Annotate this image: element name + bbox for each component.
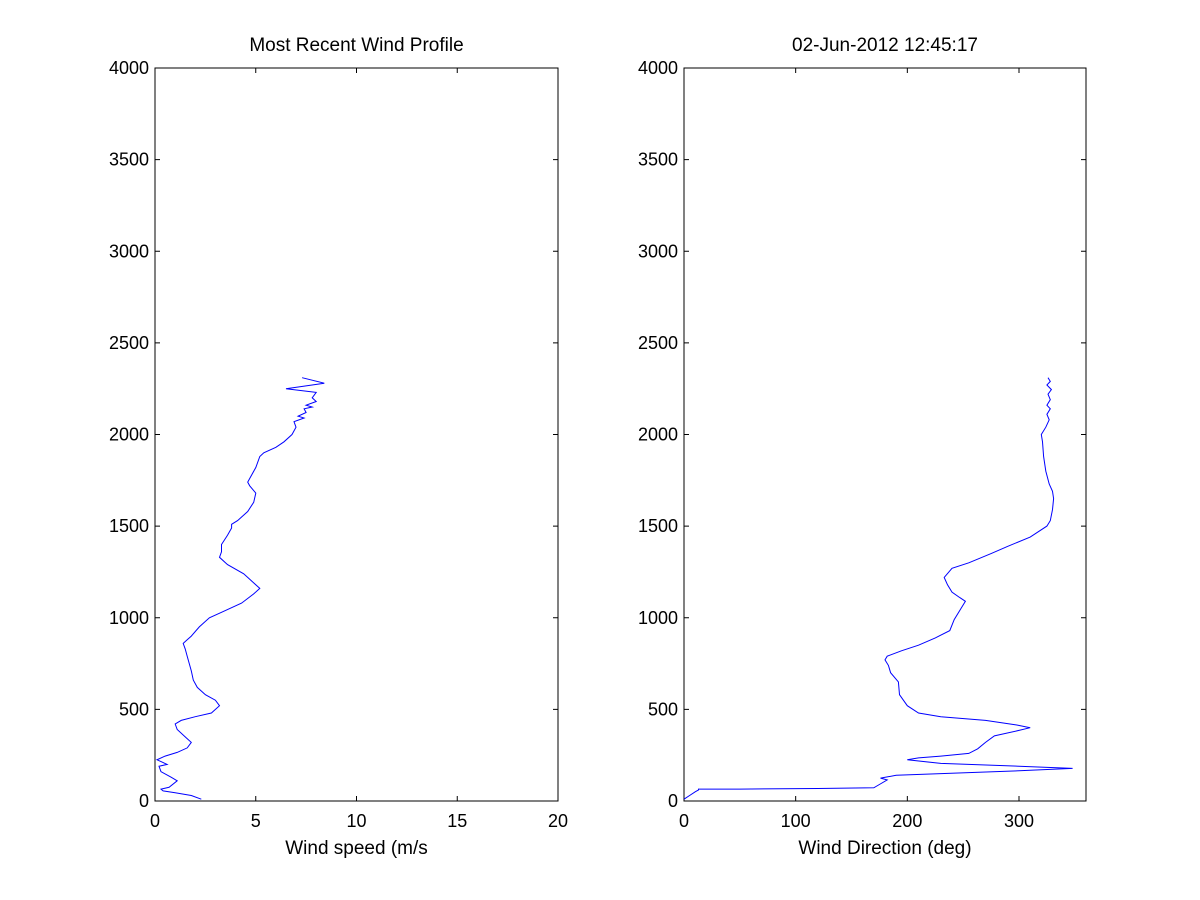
chart-speed-ytick-label: 1500 <box>109 516 149 536</box>
chart-speed-xtick-label: 0 <box>150 811 160 831</box>
chart-direction-xtick-label: 200 <box>892 811 922 831</box>
chart-speed-ytick-label: 4000 <box>109 58 149 78</box>
chart-speed-plot-area <box>154 67 559 802</box>
chart-direction-ytick-label: 0 <box>668 791 678 811</box>
chart-direction-xtick-label: 0 <box>679 811 689 831</box>
chart-direction-xtick-label: 300 <box>1004 811 1034 831</box>
chart-direction-ytick-label: 1500 <box>638 516 678 536</box>
chart-speed-ytick-label: 3000 <box>109 241 149 261</box>
chart-speed-ytick-label: 2000 <box>109 425 149 445</box>
chart-speed-ytick-label: 3500 <box>109 150 149 170</box>
chart-speed-ytick-label: 2500 <box>109 333 149 353</box>
chart-speed-ytick-label: 1000 <box>109 608 149 628</box>
chart-direction-series-line-0 <box>683 377 1073 800</box>
chart-direction-xtick-label: 100 <box>781 811 811 831</box>
chart-direction-plot-area <box>683 67 1087 802</box>
chart-speed: Most Recent Wind Profile 0 500 1000 1500 2000… <box>109 35 568 859</box>
chart-speed-xtick-label: 15 <box>447 811 467 831</box>
chart-direction-title: 02-Jun-2012 12:45:17 <box>792 35 978 56</box>
chart-speed-ytick-label: 500 <box>119 699 149 719</box>
chart-direction: 02-Jun-2012 12:45:1705001000150020002500… <box>638 35 1087 859</box>
chart-speed-xlabel: Wind speed (m/s <box>285 838 428 859</box>
chart-direction-ytick-label: 2500 <box>638 333 678 353</box>
chart-speed-xtick-label: 5 <box>251 811 261 831</box>
chart-direction-xlabel: Wind Direction (deg) <box>798 838 971 859</box>
chart-direction-ytick-label: 2000 <box>638 425 678 445</box>
chart-speed-series-line-0 <box>155 377 325 800</box>
chart-speed-xtick-label: 10 <box>346 811 366 831</box>
chart-direction-ytick-label: 3500 <box>638 150 678 170</box>
chart-direction-ytick-label: 1000 <box>638 608 678 628</box>
chart-speed-title: Most Recent Wind Profile <box>249 35 463 56</box>
chart-speed-xtick-label: 20 <box>548 811 568 831</box>
chart-direction-ytick-label: 3000 <box>638 241 678 261</box>
chart-speed-ytick-label: 0 <box>139 791 149 811</box>
chart-direction-ytick-label: 4000 <box>638 58 678 78</box>
chart-direction-ytick-label: 500 <box>648 699 678 719</box>
